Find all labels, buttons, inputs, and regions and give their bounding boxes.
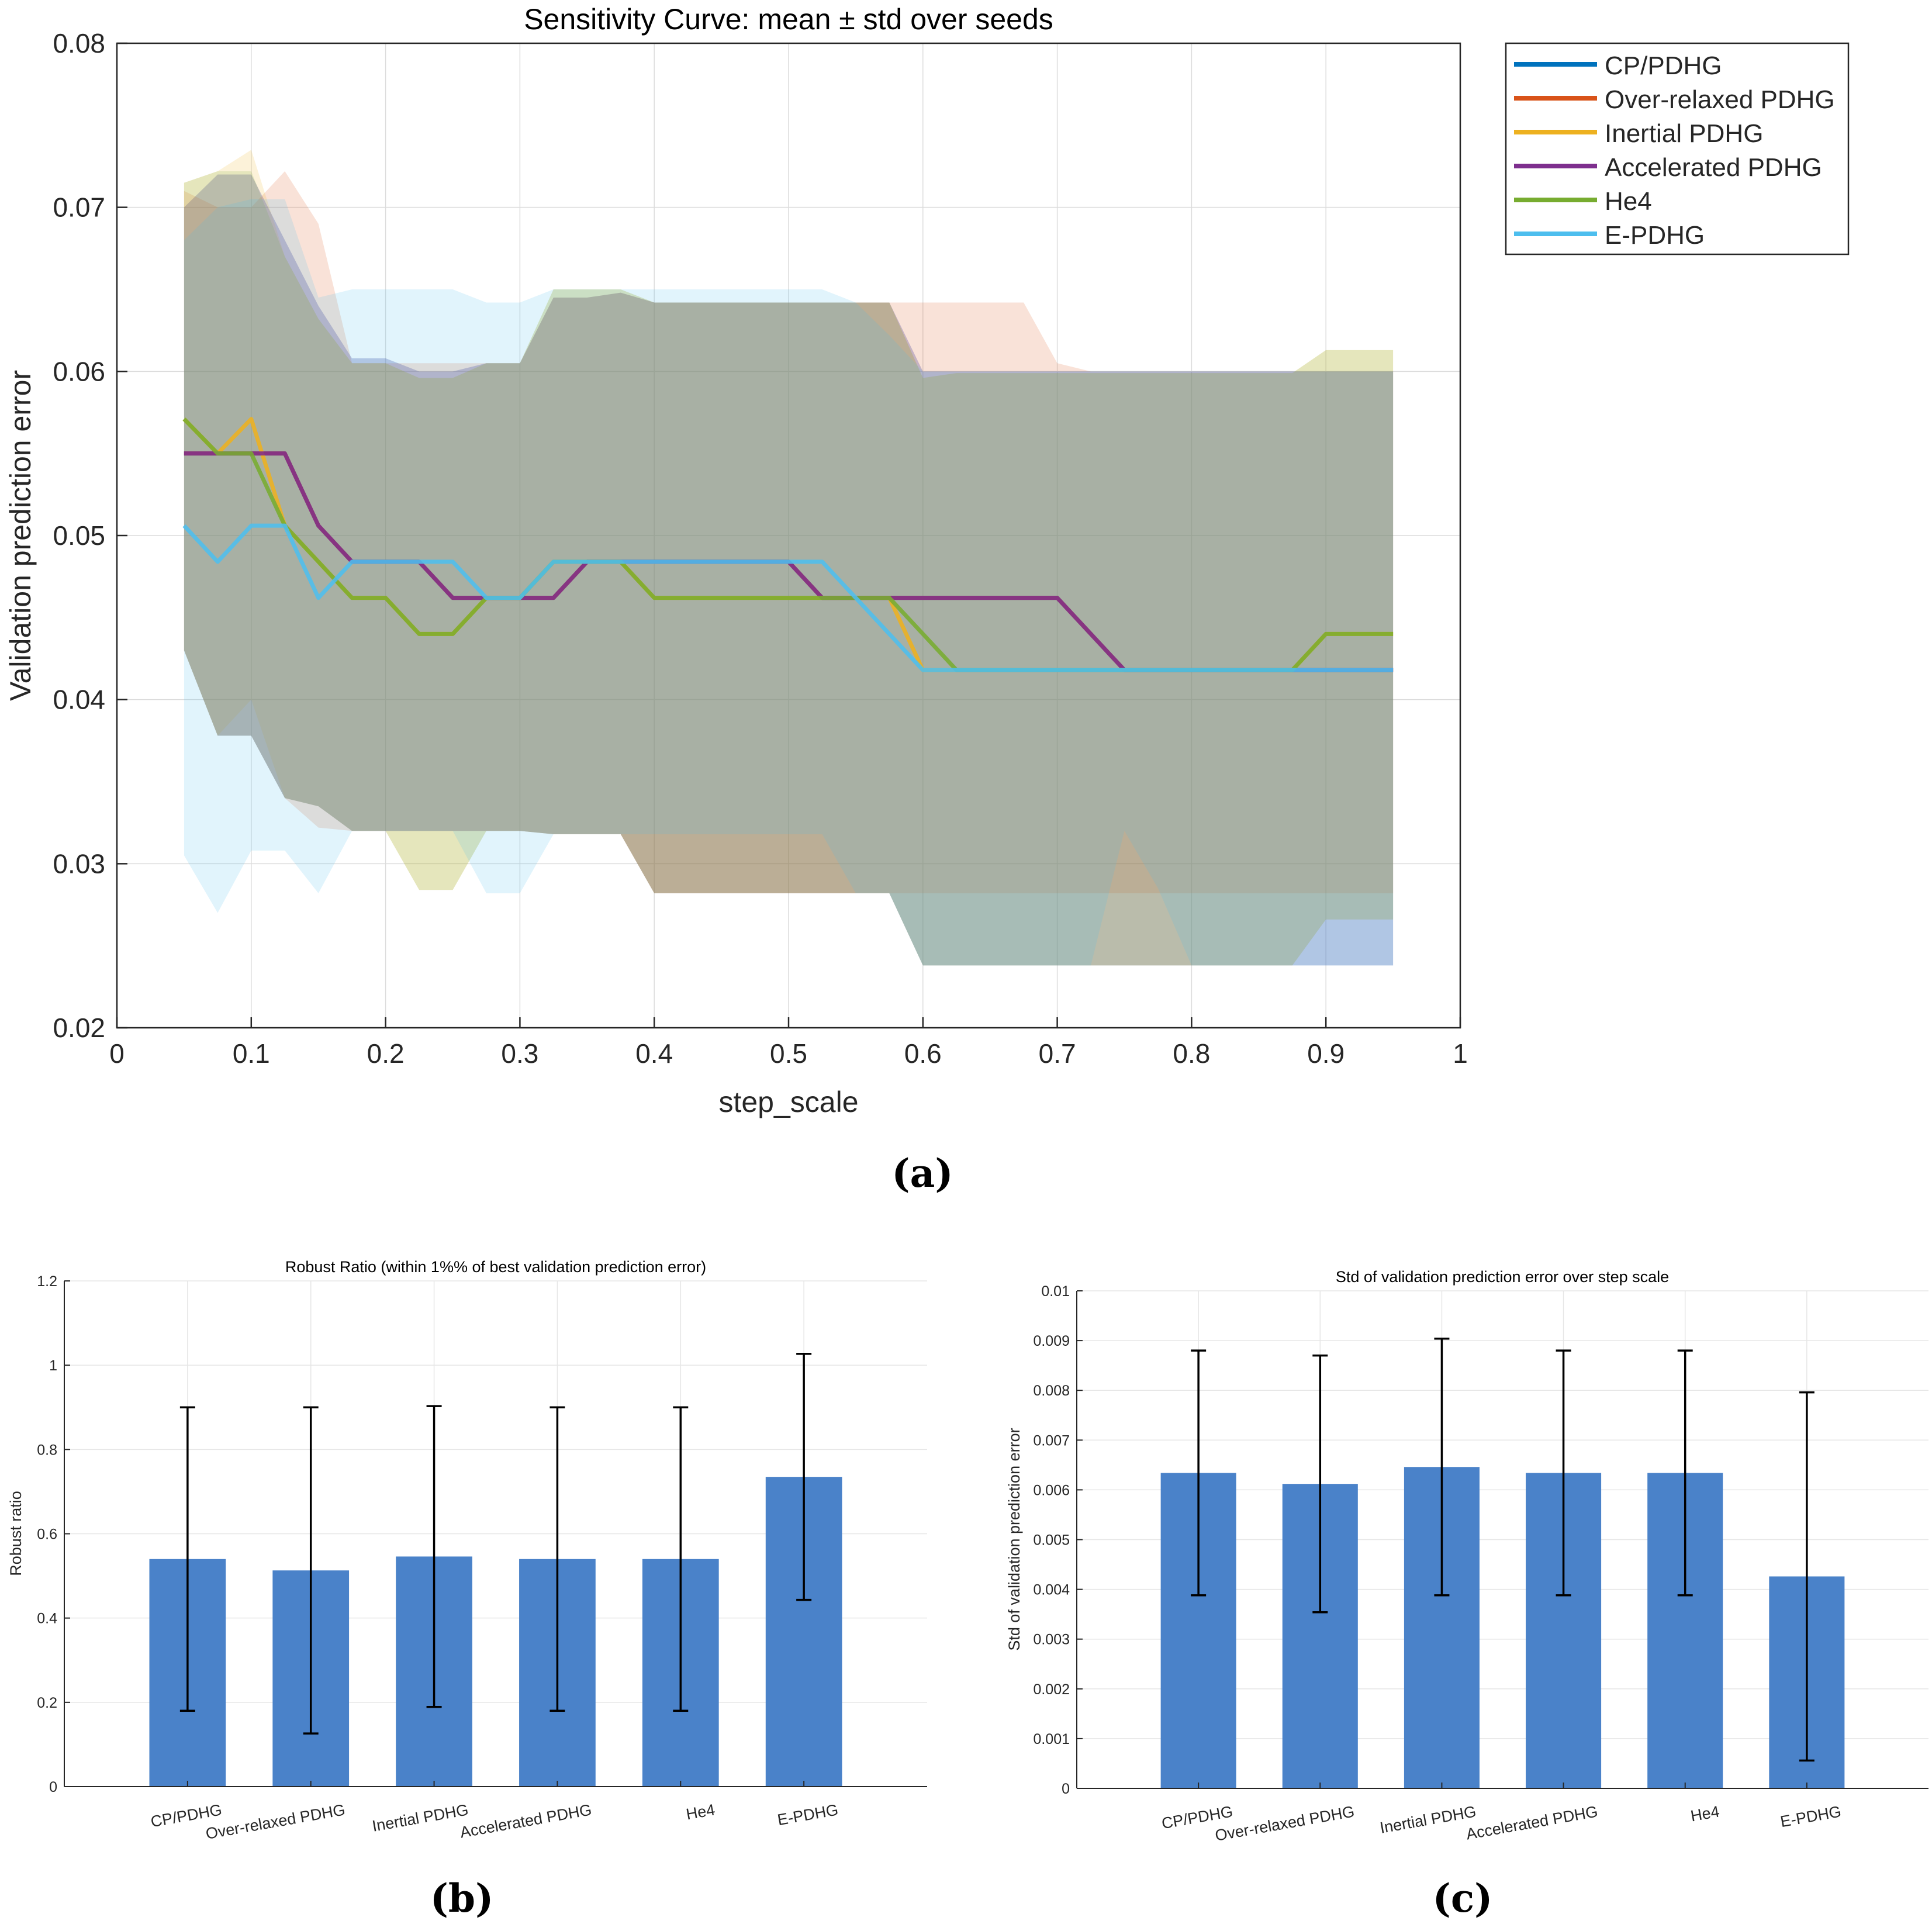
legend-label-he4: He4	[1605, 187, 1652, 216]
y-tick-label: 0.008	[1033, 1383, 1070, 1399]
std-band-over-relaxed-pdhg	[184, 171, 1394, 893]
panel-label-c: (c)	[1433, 1875, 1493, 1921]
y-tick-label: 0.8	[37, 1442, 57, 1458]
error-bars-b	[179, 1352, 812, 1735]
chart-title-c: Std of validation prediction error over …	[1336, 1268, 1669, 1286]
y-tick-label: 0.06	[53, 356, 105, 386]
y-tick-label: 1	[49, 1357, 57, 1374]
y-tick-label: 0.003	[1033, 1632, 1070, 1648]
y-tick-label: 0.6	[37, 1526, 57, 1543]
y-tick-label: 0.007	[1033, 1432, 1070, 1449]
x-tick-label: 0.7	[1039, 1038, 1076, 1069]
chart-title-a: Sensitivity Curve: mean ± std over seeds	[524, 3, 1053, 36]
x-tick-label: 0.2	[367, 1038, 405, 1069]
y-tick-label: 0.4	[37, 1611, 57, 1627]
legend-label-over-relaxed-pdhg: Over-relaxed PDHG	[1605, 85, 1835, 114]
y-axis-label-a: Validation prediction error	[4, 370, 37, 701]
y-tick-label: 0.002	[1033, 1681, 1070, 1698]
panel-a-sensitivity-chart: 0 0.1 0.2 0.3 0.4 0.5 0.6 0.7 0.8 0.9 1 0.02 0.03 0.0…	[4, 3, 1850, 1196]
y-tick-label: 0.08	[53, 28, 105, 58]
y-tick-label: 0.02	[53, 1013, 105, 1043]
y-axis-label-c: Std of validation prediction error	[1005, 1428, 1023, 1650]
y-axis-label-b: Robust ratio	[7, 1491, 25, 1576]
x-tick-label-inertial-pdhg: Inertial PDHG	[1378, 1802, 1477, 1836]
std-band-accelerated-pdhg	[184, 174, 1394, 966]
chart-title-b: Robust Ratio (within 1%% of best validat…	[285, 1258, 706, 1276]
y-tick-label: 0	[1062, 1781, 1070, 1797]
std-bands	[184, 150, 1394, 966]
legend-label-accelerated-pdhg: Accelerated PDHG	[1605, 153, 1822, 182]
y-tick-label: 0.01	[1041, 1283, 1070, 1300]
y-tick-label: 0.07	[53, 192, 105, 223]
panel-label-b: (b)	[430, 1875, 494, 1921]
legend-label-e-pdhg: E-PDHG	[1605, 221, 1705, 250]
x-tick-label: 1	[1453, 1038, 1468, 1069]
legend-label-cp-pdhg: CP/PDHG	[1605, 51, 1722, 80]
y-tick-label: 0.001	[1033, 1731, 1070, 1747]
x-tick-label-over-relaxed-pdhg: Over-relaxed PDHG	[205, 1801, 347, 1842]
y-tick-label: 1.2	[37, 1273, 57, 1290]
y-tick-label: 0.006	[1033, 1482, 1070, 1498]
x-tick-label-accelerated-pdhg: Accelerated PDHG	[459, 1801, 593, 1841]
error-bars-c	[1191, 1337, 1815, 1762]
y-tick-label: 0.004	[1033, 1582, 1070, 1598]
legend-label-inertial-pdhg: Inertial PDHG	[1605, 119, 1763, 148]
x-tick-label-he4: He4	[1689, 1802, 1721, 1825]
x-tick-label-over-relaxed-pdhg: Over-relaxed PDHG	[1214, 1802, 1356, 1844]
x-axis-label-a: step_scale	[718, 1086, 858, 1118]
x-tick-label-he4: He4	[685, 1801, 716, 1823]
ticks-a: 0 0.1 0.2 0.3 0.4 0.5 0.6 0.7 0.8 0.9 1 0.02 0.03 0.0…	[53, 28, 1467, 1069]
y-tick-label: 0.03	[53, 848, 105, 879]
y-tick-label: 0.009	[1033, 1333, 1070, 1349]
legend-box	[1505, 42, 1850, 255]
x-tick-label: 0	[109, 1038, 125, 1069]
mean-line-e-pdhg	[182, 523, 1394, 672]
y-tick-label: 0	[49, 1779, 57, 1795]
y-tick-label: 0.04	[53, 685, 105, 715]
x-tick-label: 0.6	[904, 1038, 942, 1069]
std-band-e-pdhg	[184, 199, 1394, 966]
x-tick-label: 0.4	[635, 1038, 673, 1069]
panel-label-a: (a)	[891, 1151, 953, 1196]
y-tick-label: 0.05	[53, 520, 105, 551]
x-tick-label: 0.1	[233, 1038, 270, 1069]
bars-c	[1160, 1467, 1845, 1788]
x-tick-label: 0.3	[501, 1038, 538, 1069]
x-tick-label: 0.5	[770, 1038, 807, 1069]
panel-c-std-chart: 0 0.001 0.002 0.003 0.004 0.005 0.006 0.007 0.00…	[1005, 1268, 1928, 1921]
std-band-he4	[184, 171, 1394, 966]
x-tick-label-e-pdhg: E-PDHG	[1779, 1802, 1843, 1830]
legend: CP/PDHG Over-relaxed PDHG Inertial PDHG …	[1505, 42, 1850, 255]
x-tick-label-e-pdhg: E-PDHG	[776, 1801, 840, 1829]
y-tick-label: 0.2	[37, 1695, 57, 1711]
x-tick-label: 0.9	[1307, 1038, 1345, 1069]
mean-lines	[182, 417, 1394, 672]
x-tick-label-inertial-pdhg: Inertial PDHG	[371, 1801, 469, 1835]
x-tick-label-accelerated-pdhg: Accelerated PDHG	[1465, 1802, 1599, 1843]
y-tick-label: 0.005	[1033, 1532, 1070, 1549]
std-band-inertial-pdhg	[184, 150, 1394, 966]
x-tick-label: 0.8	[1173, 1038, 1210, 1069]
std-band-cp-pdhg	[184, 174, 1394, 966]
